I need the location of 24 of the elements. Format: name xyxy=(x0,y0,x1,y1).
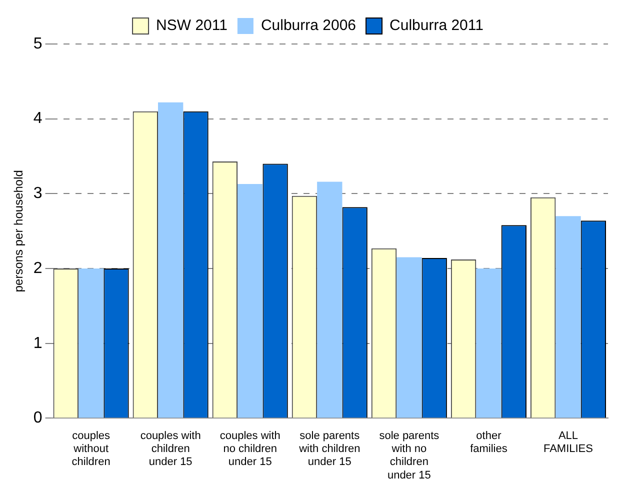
bar xyxy=(396,257,422,418)
y-axis-title: persons per household xyxy=(12,170,26,292)
x-tick-label: couples with children under 15 xyxy=(140,430,201,468)
bar xyxy=(158,102,184,418)
x-tick-label: other families xyxy=(470,430,508,456)
legend-label: Culburra 2011 xyxy=(390,17,484,34)
x-tick-label: sole parents with no children under 15 xyxy=(379,430,440,482)
y-tick-label: 2 xyxy=(33,260,42,277)
bar xyxy=(78,268,104,418)
y-tick-label: 4 xyxy=(33,110,42,128)
y-tick-label: 1 xyxy=(33,334,42,352)
y-tick-label: 0 xyxy=(33,410,42,427)
x-tick-label: couples with no children under 15 xyxy=(220,430,280,468)
y-tick-label: 5 xyxy=(33,35,42,52)
bar xyxy=(476,268,502,418)
legend-label: NSW 2011 xyxy=(156,17,228,34)
bar xyxy=(238,184,263,418)
x-tick-label: ALL FAMILIES xyxy=(543,430,593,456)
bar xyxy=(556,216,581,418)
x-tick-label: couples without children xyxy=(72,430,111,468)
legend-label: Culburra 2006 xyxy=(260,17,356,34)
x-tick-label: sole parents with children under 15 xyxy=(298,430,360,468)
y-tick-label: 3 xyxy=(33,185,42,202)
bar xyxy=(317,182,342,418)
